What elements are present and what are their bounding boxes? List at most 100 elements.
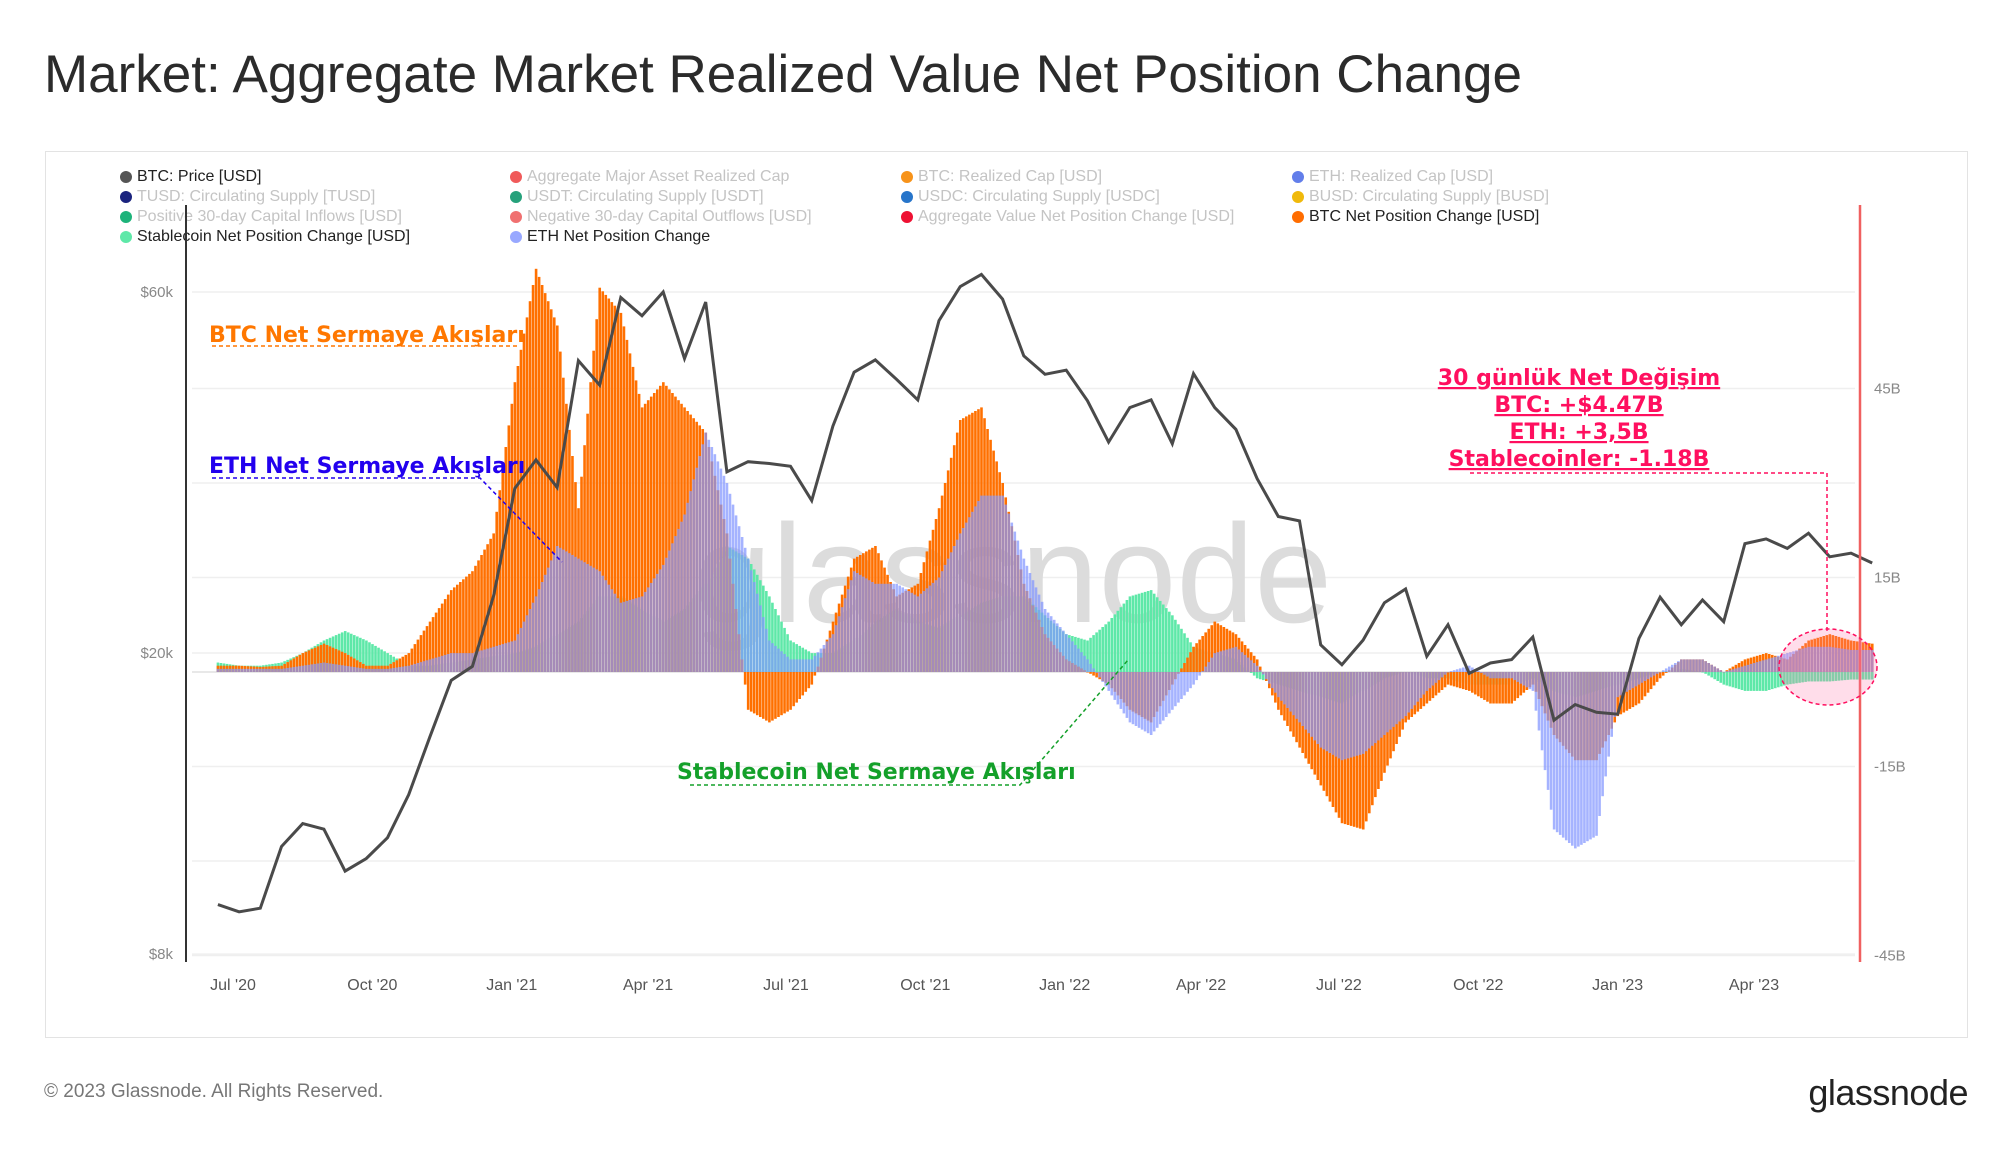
eth-bar (1552, 672, 1556, 830)
eth-bar (1068, 637, 1071, 672)
eth-bar (555, 546, 559, 672)
copyright: © 2023 Glassnode. All Rights Reserved. (44, 1081, 384, 1102)
eth-bar (1319, 672, 1323, 748)
eth-bar (301, 665, 305, 672)
eth-bar (1483, 672, 1486, 675)
eth-bar (465, 653, 468, 672)
eth-bar (1743, 665, 1747, 672)
btc-bar (652, 393, 656, 672)
eth-bar (1440, 672, 1444, 678)
eth-bar (1480, 672, 1483, 673)
eth-bar (368, 668, 371, 672)
eth-bar (1089, 663, 1092, 672)
btc-bar (1501, 672, 1504, 704)
stablecoin-bar (1828, 672, 1832, 682)
eth-bar (1113, 672, 1117, 700)
eth-bar (1065, 634, 1068, 672)
eth-bar (349, 666, 353, 672)
legend-item[interactable]: Positive 30-day Capital Inflows [USD] (120, 208, 402, 226)
stablecoin-bar (368, 642, 371, 672)
legend-item[interactable]: ETH: Realized Cap [USD] (1292, 168, 1493, 186)
eth-bar (719, 468, 723, 672)
eth-bar (586, 564, 589, 672)
legend-item[interactable]: BTC Net Position Change [USD] (1292, 208, 1539, 226)
eth-bar (755, 593, 759, 672)
stablecoin-bar (1740, 672, 1744, 690)
eth-bar (1098, 672, 1101, 678)
legend-item[interactable]: USDC: Circulating Supply [USDC] (901, 188, 1160, 206)
eth-bar (1107, 672, 1111, 691)
eth-bar (1392, 672, 1395, 727)
btc-bar (1180, 668, 1183, 672)
eth-bar (1764, 659, 1768, 672)
btc-bar (1213, 621, 1217, 672)
eth-bar (307, 664, 311, 672)
btc-bar (340, 651, 344, 672)
legend-item[interactable]: Stablecoin Net Position Change [USD] (120, 228, 410, 246)
btc-bar (640, 407, 644, 672)
eth-bar (649, 582, 653, 672)
eth-bar (1583, 672, 1586, 843)
btc-bar (1480, 672, 1483, 699)
btc-bar (1649, 672, 1653, 690)
stablecoin-bar (380, 649, 383, 672)
eth-bar (474, 652, 477, 672)
eth-bar (383, 668, 386, 672)
btc-bar (289, 660, 292, 672)
eth-bar (1337, 672, 1341, 759)
btc-bar (1477, 672, 1480, 697)
legend-item[interactable]: Aggregate Value Net Position Change [USD… (901, 208, 1234, 226)
legend-label: USDT: Circulating Supply [USDT] (527, 188, 764, 205)
stablecoin-bar (1186, 637, 1189, 672)
page-title: Market: Aggregate Market Realized Value … (44, 45, 1522, 104)
eth-bar (1213, 653, 1217, 672)
eth-bar (537, 589, 541, 672)
legend-label: ETH Net Position Change (527, 228, 711, 245)
bars (216, 268, 1874, 849)
eth-bar (449, 653, 453, 672)
legend-item[interactable]: BTC: Realized Cap [USD] (901, 168, 1102, 186)
stablecoin-bar (356, 636, 359, 672)
eth-bar (1407, 672, 1410, 713)
eth-bar (1298, 672, 1301, 723)
btc-bar (313, 647, 317, 672)
legend-item[interactable]: USDT: Circulating Supply [USDT] (510, 188, 764, 206)
legend-item[interactable]: Aggregate Major Asset Realized Cap (510, 168, 789, 186)
glassnode-logo[interactable]: glassnode (1808, 1072, 1968, 1113)
eth-bar (1155, 672, 1159, 728)
btc-bar (462, 579, 465, 672)
legend-item[interactable]: TUSD: Circulating Supply [TUSD] (120, 188, 375, 206)
stablecoin-bar (1110, 618, 1114, 672)
btc-bar (522, 333, 526, 672)
legend-dot-icon (510, 231, 522, 243)
stablecoin-bar (1831, 672, 1835, 682)
stablecoin-bar (1770, 672, 1774, 690)
eth-bar (443, 654, 447, 672)
eth-bar (1646, 672, 1650, 680)
eth-bar (1410, 672, 1414, 709)
eth-bar (380, 668, 383, 672)
btc-bar (1452, 672, 1456, 687)
legend-item[interactable]: BUSD: Circulating Supply [BUSD] (1292, 188, 1549, 206)
eth-bar (1864, 649, 1868, 672)
eth-bar (416, 663, 420, 672)
eth-bar (1313, 672, 1317, 741)
btc-bar (498, 490, 502, 672)
btc-bar (1458, 672, 1462, 689)
eth-bar (1295, 672, 1298, 719)
eth-bar (1861, 649, 1865, 672)
eth-bar (995, 495, 998, 672)
legend-item[interactable]: Negative 30-day Capital Outflows [USD] (510, 208, 812, 226)
eth-bar (1358, 672, 1362, 755)
btc-bar (1095, 672, 1098, 678)
legend-item[interactable]: ETH Net Position Change (510, 228, 710, 246)
eth-bar (843, 598, 847, 672)
eth-bar (325, 663, 329, 672)
legend-item[interactable]: BTC: Price [USD] (120, 168, 261, 186)
eth-bar (971, 511, 974, 672)
eth-bar (1171, 672, 1174, 710)
stablecoin-bar (1807, 672, 1810, 682)
stablecoin-bar (780, 621, 783, 672)
eth-bar (310, 664, 314, 672)
eth-bar (813, 655, 817, 672)
